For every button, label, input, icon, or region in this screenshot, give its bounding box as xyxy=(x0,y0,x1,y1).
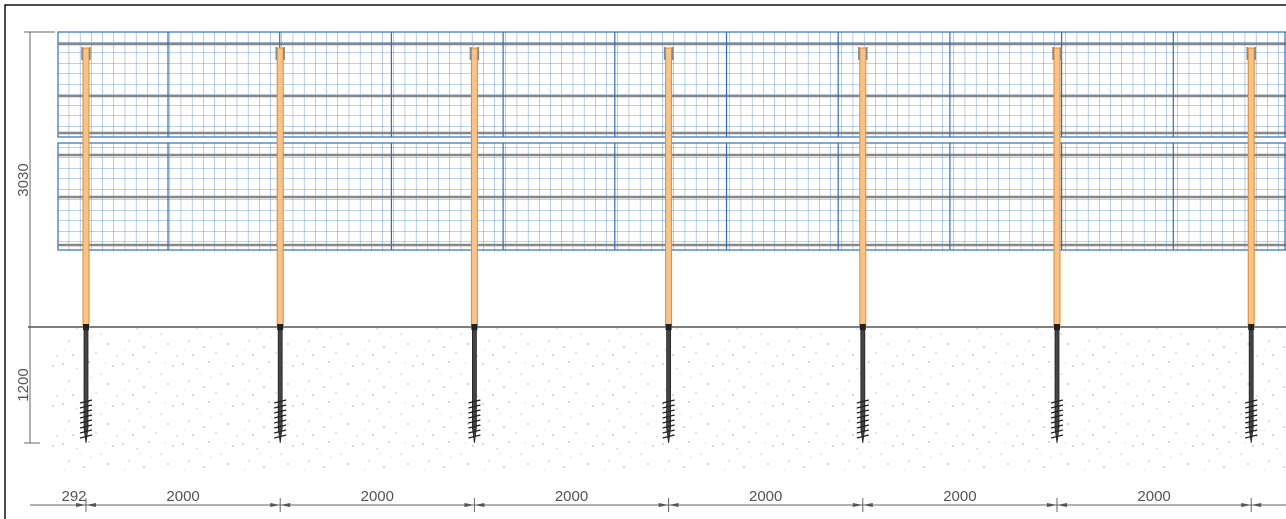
offset-label: 292 xyxy=(61,488,86,505)
post xyxy=(1247,47,1255,328)
dim-arrow xyxy=(1047,503,1067,507)
dim-arrow xyxy=(76,503,96,507)
post-cap xyxy=(81,47,91,60)
spacing-labels: 2000 2000 2000 2000 2000 2000 xyxy=(76,488,1262,512)
frame xyxy=(4,4,1286,519)
connector xyxy=(471,324,478,330)
spacing-label: 2000 xyxy=(1137,488,1170,505)
connector xyxy=(859,324,866,330)
connector xyxy=(1054,324,1060,330)
post-cap xyxy=(663,47,674,60)
spacing-label: 2000 xyxy=(749,488,782,505)
spacing-label: 2000 xyxy=(943,488,976,505)
spacing-label: 2000 xyxy=(361,488,394,505)
post-cap xyxy=(858,47,868,60)
dim-arrow xyxy=(852,503,873,507)
height-label: 3030 xyxy=(15,163,32,196)
post xyxy=(276,47,284,328)
spacing-label: 2000 xyxy=(555,488,588,505)
dim-arrow xyxy=(464,503,485,507)
post xyxy=(82,47,90,328)
connector xyxy=(1248,324,1255,330)
vertical-dimension xyxy=(24,31,55,444)
post-cap xyxy=(1246,47,1256,60)
post xyxy=(665,47,673,328)
post-cap xyxy=(1052,47,1062,60)
connector xyxy=(83,324,89,330)
post-cap xyxy=(469,47,480,60)
connector xyxy=(665,324,672,330)
depth-label: 1200 xyxy=(15,368,32,401)
screw-thread xyxy=(662,399,675,439)
connector xyxy=(277,324,284,330)
screw-thread xyxy=(1050,399,1064,439)
posts xyxy=(79,47,1258,444)
screw-thread xyxy=(274,399,287,439)
post xyxy=(859,47,867,328)
post-cap xyxy=(275,47,285,60)
spacing-label: 2000 xyxy=(166,488,199,505)
screw-thread xyxy=(79,399,93,439)
dim-arrow xyxy=(270,503,291,507)
dim-arrow xyxy=(658,503,679,507)
screw-thread xyxy=(468,399,481,439)
post xyxy=(470,47,478,328)
screw-thread xyxy=(856,399,869,439)
screw-thread xyxy=(1245,399,1258,439)
post xyxy=(1053,47,1061,328)
dim-arrow xyxy=(1241,503,1262,507)
